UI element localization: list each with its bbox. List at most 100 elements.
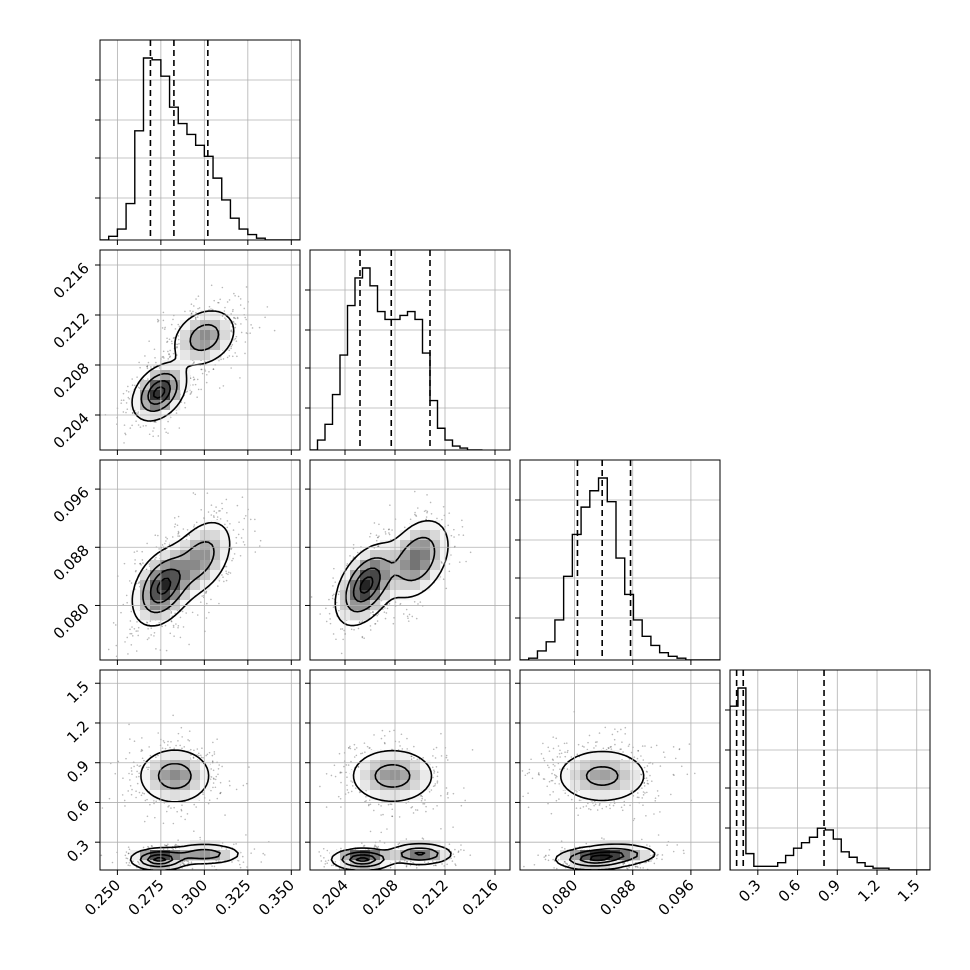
density-bin [380,590,391,601]
scatter-point [206,753,209,756]
scatter-point [211,865,213,867]
scatter-point [346,776,348,779]
density-bin [160,790,171,801]
scatter-point [371,611,374,613]
scatter-point [434,783,437,785]
scatter-point [343,765,345,768]
scatter-point [213,753,216,755]
scatter-point [415,617,418,620]
scatter-point [412,861,414,864]
scatter-point [179,616,182,619]
panel-frame [309,249,511,451]
scatter-point [425,509,427,512]
panel-frame [519,459,721,661]
scatter-point [146,621,148,623]
scatter-point [154,356,156,359]
scatter-point [429,501,432,504]
scatter-point [137,424,140,426]
scatter-point [235,788,238,791]
scatter-point [162,319,165,322]
scatter-point [137,861,140,864]
scatter-point [388,528,390,530]
scatter-point [193,526,195,528]
scatter-point [189,872,191,874]
scatter-point [457,850,460,852]
scatter-point [232,321,235,323]
y-tick-label: 1.2 [63,717,93,747]
scatter-point [173,336,176,339]
scatter-point [463,849,465,852]
scatter-point [129,632,131,635]
scatter-point [387,803,390,806]
scatter-point [219,510,221,512]
density-bin [350,770,361,781]
scatter-point [436,780,439,782]
scatter-point [157,435,160,437]
scatter-point [232,557,234,560]
scatter-point [208,370,210,373]
scatter-point [448,512,451,514]
scatter-point [386,828,388,830]
density-bin [160,770,171,781]
scatter-point [141,792,144,794]
density-group [104,284,276,444]
scatter-point [235,542,238,544]
histogram-step-line [100,57,300,240]
scatter-point [210,308,212,310]
scatter-point [220,846,223,849]
scatter-point [420,875,422,877]
scatter-point [137,386,140,389]
density-bin [220,330,231,341]
scatter-point [236,316,239,319]
scatter-point [218,387,221,389]
scatter-point [434,864,437,867]
scatter-point [196,748,199,750]
scatter-point [231,355,234,358]
density-bin [410,530,421,541]
scatter-point [405,865,408,868]
scatter-point [129,738,131,740]
scatter-point [131,384,134,386]
scatter-point [217,768,220,770]
scatter-point [111,861,114,864]
density-bin [130,850,141,861]
scatter-point [128,398,131,400]
density-bin [210,520,221,531]
scatter-point [192,376,195,379]
scatter-point [222,385,225,387]
scatter-point [177,335,180,337]
scatter-point [333,567,335,570]
scatter-point [388,533,391,536]
scatter-point [358,621,361,624]
scatter-point [363,742,366,744]
scatter-point [182,528,185,530]
scatter-point [451,860,454,862]
scatter-point [433,769,435,771]
panel-frame [309,669,511,871]
scatter-point [413,745,415,748]
scatter-point [130,632,133,635]
scatter-point [170,807,172,809]
scatter-point [424,799,426,801]
scatter-point [228,299,231,301]
scatter-point [167,350,169,353]
scatter-point [402,613,405,615]
scatter-point [397,843,400,846]
scatter-point [352,556,355,558]
scatter-point [432,864,435,867]
scatter-point [347,877,349,879]
density-bin [150,860,161,870]
density-bin [180,840,191,851]
scatter-point [450,534,453,537]
density-bin [360,860,371,870]
scatter-point [217,860,220,863]
scatter-point [226,511,228,514]
scatter-point [134,559,136,561]
scatter-point [388,871,390,873]
scatter-point [355,754,358,757]
density-bin [160,860,171,870]
scatter-point [207,511,210,513]
scatter-point [462,534,465,536]
scatter-point [164,326,166,329]
scatter-point [441,863,443,865]
